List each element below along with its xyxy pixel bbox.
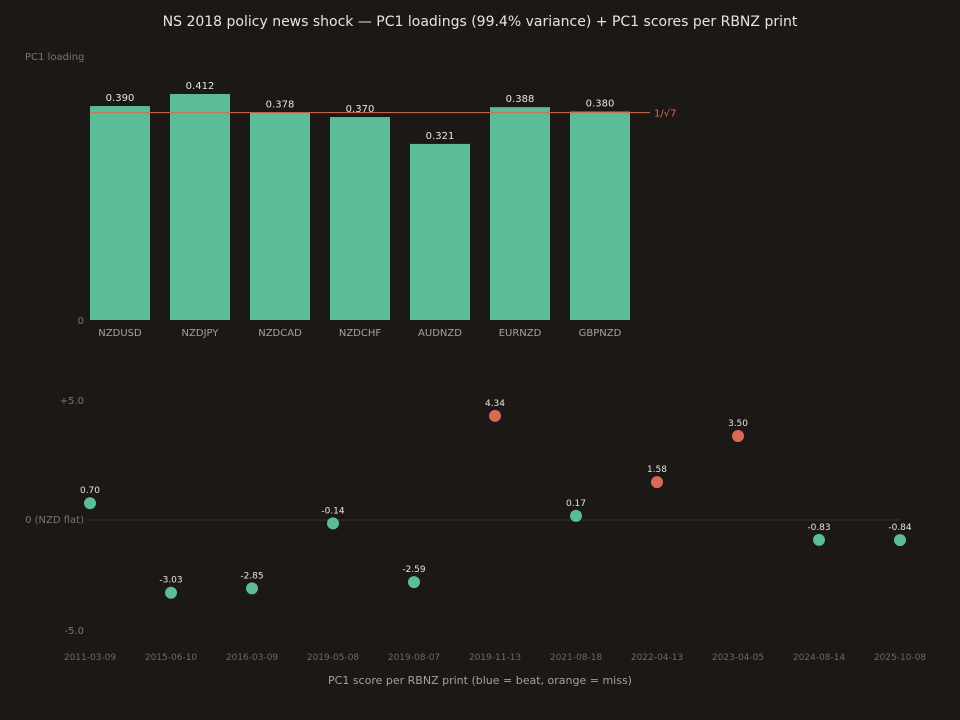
score-point-beat <box>246 582 258 595</box>
chart-title: NS 2018 policy news shock — PC1 loadings… <box>163 14 798 30</box>
score-value-label: 3.50 <box>728 419 748 429</box>
bar-series: 0.390 NZDUSD 0.412 NZDJPY 0.378 NZDCAD 0.370 NZ… <box>90 81 630 339</box>
date-tick-label: 2015-06-10 <box>145 653 198 663</box>
score-value-label: 4.34 <box>485 399 505 409</box>
score-value-label: -3.03 <box>159 576 182 586</box>
loadings-bar-panel: PC1 loading 0 0.390 NZDUSD 0.412 NZDJPY 0.37… <box>25 52 676 339</box>
date-tick-label: 2019-08-07 <box>388 653 440 663</box>
bar-value-label: 0.388 <box>506 94 535 105</box>
score-point-beat <box>327 517 339 530</box>
score-value-label: -2.59 <box>402 565 426 575</box>
score-point-beat <box>84 497 96 510</box>
score-value-label: -0.84 <box>888 523 912 533</box>
bar-nzdusd <box>90 106 150 320</box>
bar-y-axis-label: PC1 loading <box>25 52 84 63</box>
bar-eurnzd <box>490 107 550 321</box>
reference-line-label: 1/√7 <box>654 109 676 120</box>
score-value-label: 1.58 <box>647 465 667 475</box>
bar-audnzd <box>410 143 470 320</box>
bar-y-tick-0: 0 <box>78 316 84 327</box>
score-value-label: 0.17 <box>566 499 586 509</box>
bar-nzdchf <box>330 117 390 320</box>
scatter-y-tick-minus5: -5.0 <box>64 626 84 637</box>
bar-value-label: 0.321 <box>426 131 455 142</box>
date-tick-label: 2019-11-13 <box>469 653 521 663</box>
date-tick-label: 2016-03-09 <box>226 653 279 663</box>
score-point-beat <box>813 533 825 546</box>
bar-category-label: GBPNZD <box>579 328 622 339</box>
score-point-miss <box>489 409 501 422</box>
bar-nzdjpy <box>170 94 230 320</box>
score-point-miss <box>732 430 744 442</box>
bar-category-label: EURNZD <box>499 328 542 339</box>
scores-scatter-panel: +5.0 0 (NZD flat) -5.0 0.70 2011-03-09 -3.… <box>25 396 926 687</box>
bar-value-label: 0.412 <box>186 81 215 92</box>
date-tick-label: 2023-04-05 <box>712 653 764 663</box>
score-value-label: -0.83 <box>807 523 830 533</box>
bar-category-label: NZDUSD <box>98 328 142 339</box>
date-tick-label: 2022-04-13 <box>631 653 683 663</box>
date-tick-label: 2024-08-14 <box>793 653 846 663</box>
score-point-beat <box>165 586 177 599</box>
score-value-label: -0.14 <box>321 506 345 516</box>
bar-nzdcad <box>250 112 310 320</box>
scatter-x-axis-label: PC1 score per RBNZ print (blue = beat, o… <box>328 674 632 687</box>
score-point-miss <box>651 476 663 489</box>
scatter-y-tick-plus5: +5.0 <box>60 396 84 407</box>
date-tick-label: 2025-10-08 <box>874 653 927 663</box>
bar-category-label: AUDNZD <box>418 328 462 339</box>
score-point-beat <box>408 576 420 589</box>
bar-value-label: 0.380 <box>586 99 615 110</box>
score-value-label: -2.85 <box>240 571 263 581</box>
bar-value-label: 0.378 <box>266 100 295 111</box>
score-value-label: 0.70 <box>80 486 100 496</box>
score-series: 0.70 2011-03-09 -3.03 2015-06-10 -2.85 2016-0… <box>64 399 927 663</box>
bar-category-label: NZDJPY <box>182 328 220 339</box>
scatter-y-tick-zero: 0 (NZD flat) <box>25 515 84 526</box>
bar-value-label: 0.390 <box>106 93 135 104</box>
reference-line-group: 1/√7 <box>90 109 676 120</box>
bar-gbpnzd <box>570 111 630 320</box>
bar-value-label: 0.370 <box>346 104 375 115</box>
date-tick-label: 2021-08-18 <box>550 653 603 663</box>
bar-category-label: NZDCHF <box>339 328 382 339</box>
score-point-beat <box>894 534 906 547</box>
bar-category-label: NZDCAD <box>258 328 302 339</box>
score-point-beat <box>570 509 582 522</box>
date-tick-label: 2019-05-08 <box>307 653 360 663</box>
date-tick-label: 2011-03-09 <box>64 653 117 663</box>
